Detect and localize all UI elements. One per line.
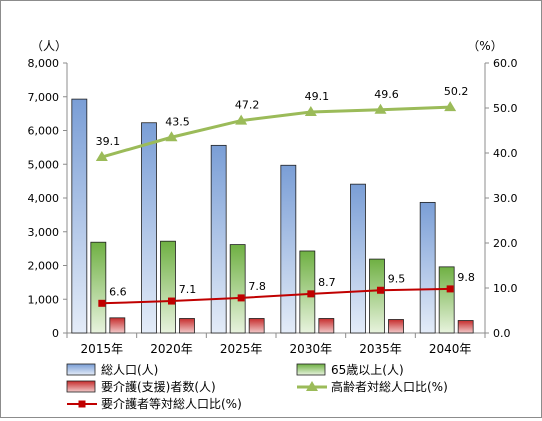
left-tick-label: 4,000 <box>28 192 60 205</box>
triangle-marker <box>235 114 248 125</box>
x-tick-label: 2035年 <box>359 342 402 356</box>
left-tick-label: 7,000 <box>28 91 60 104</box>
square-marker <box>446 285 454 293</box>
bar <box>369 258 385 334</box>
x-tick-label: 2025年 <box>220 342 263 356</box>
data-label: 6.6 <box>109 285 127 298</box>
triangle-marker <box>374 103 387 114</box>
x-tick-label: 2030年 <box>290 342 333 356</box>
right-tick-label: 10.0 <box>493 282 518 295</box>
left-tick-label: 6,000 <box>28 125 60 138</box>
legend-label: 要介護者等対総人口比(%) <box>101 396 242 411</box>
bar <box>160 240 176 334</box>
series-line <box>101 105 451 159</box>
legend-label: 総人口(人) <box>101 363 158 377</box>
data-label: 49.6 <box>374 88 399 101</box>
bar <box>318 318 335 334</box>
bar <box>141 122 157 334</box>
square-marker <box>168 297 175 305</box>
left-tick-label: 0 <box>52 327 59 340</box>
x-tick-label: 2020年 <box>150 342 193 356</box>
left-tick-label: 2,000 <box>28 260 60 273</box>
bar <box>419 201 436 334</box>
right-tick-label: 30.0 <box>493 192 518 205</box>
left-tick-label: 5,000 <box>28 158 60 171</box>
right-tick-label: 40.0 <box>493 147 518 160</box>
bar-series <box>71 98 474 334</box>
legend-label: 65歳以上(人) <box>331 363 404 377</box>
data-label: 9.5 <box>388 272 406 285</box>
data-label: 7.1 <box>179 283 197 296</box>
square-marker <box>98 299 106 307</box>
right-tick-label: 0.0 <box>493 327 511 340</box>
left-tick-label: 1,000 <box>28 293 60 306</box>
axes: 0 1,000 2,000 3,000 4,000 5,000 6,000 7,000 8,00… <box>28 57 518 356</box>
legend: 総人口(人) 65歳以上(人) 要介護(支援)者数(人) 高齢者対総人口比(%) 要介護… <box>66 363 448 411</box>
data-label: 49.1 <box>305 90 330 103</box>
right-axis-unit: （%） <box>467 39 502 53</box>
bar <box>71 98 88 334</box>
square-marker <box>377 286 384 294</box>
right-tick-label: 20.0 <box>493 237 518 250</box>
legend-swatch <box>66 363 96 376</box>
bar <box>457 320 474 334</box>
bar <box>229 244 246 334</box>
right-tick-label: 50.0 <box>493 102 518 115</box>
data-label: 43.5 <box>165 115 190 128</box>
triangle-marker <box>304 106 317 117</box>
bar <box>109 317 126 334</box>
bar <box>210 144 227 334</box>
bar <box>90 241 107 334</box>
data-label: 8.7 <box>318 276 336 289</box>
data-label: 7.8 <box>248 280 266 293</box>
x-tick-label: 2015年 <box>81 342 124 356</box>
right-tick-label: 60.0 <box>493 57 518 70</box>
legend-swatch <box>66 380 96 393</box>
legend-marker <box>306 381 318 391</box>
legend-swatch <box>296 363 326 376</box>
bar <box>388 319 404 334</box>
triangle-marker <box>165 131 178 142</box>
data-label: 9.8 <box>457 271 475 284</box>
square-marker <box>237 294 245 302</box>
triangle-marker <box>444 101 457 112</box>
legend-label: 要介護(支援)者数(人) <box>101 379 216 394</box>
bar <box>179 318 195 334</box>
bar <box>248 318 265 334</box>
line-series: 39.1 43.5 47.2 49.1 49.6 50.2 6.6 7.1 7.8 8.7 9.5 9… <box>96 85 475 307</box>
data-label: 39.1 <box>96 135 121 148</box>
legend-label: 高齢者対総人口比(%) <box>331 379 448 394</box>
bar <box>350 183 366 334</box>
triangle-marker <box>95 151 108 162</box>
x-tick-label: 2040年 <box>429 342 472 356</box>
bar <box>280 164 297 334</box>
left-tick-label: 3,000 <box>28 226 60 239</box>
left-tick-label: 8,000 <box>28 57 60 70</box>
data-label: 50.2 <box>444 85 469 98</box>
bar <box>438 266 455 334</box>
legend-marker <box>78 400 86 408</box>
square-marker <box>307 290 315 298</box>
data-label: 47.2 <box>235 99 260 112</box>
series-line <box>101 287 451 305</box>
left-axis-unit: （人） <box>31 39 67 53</box>
